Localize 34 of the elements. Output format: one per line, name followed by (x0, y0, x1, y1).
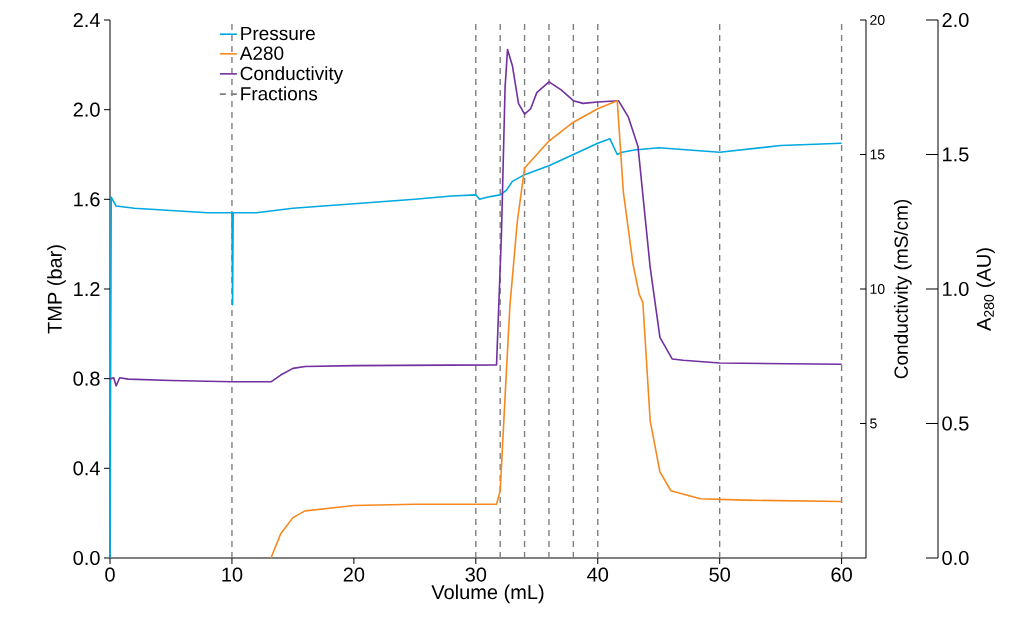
y3-tick-label: 0.0 (942, 550, 969, 566)
y-axis-title: TMP (bar) (47, 245, 66, 334)
y2-tick-label: 10 (870, 284, 885, 294)
x-tick-label: 60 (831, 567, 852, 582)
x-tick-label: 50 (709, 567, 731, 582)
y-tick-label: 2.4 (73, 13, 100, 27)
legend-label: Pressure (241, 26, 315, 41)
y2-axis-title: Conductivity (mS/cm) (893, 199, 912, 379)
y-tick-label: 2.0 (73, 102, 100, 117)
y3-tick-label: 0.5 (942, 416, 969, 431)
x-tick-label: 40 (587, 567, 609, 582)
y-tick-label: 0.0 (73, 550, 100, 566)
y3-tick-label: 1.0 (943, 281, 969, 297)
y2-tick-label: 20 (870, 15, 885, 25)
x-tick-label: 10 (222, 567, 243, 582)
x-tick-label: 20 (343, 567, 365, 582)
y3-axis-title: A$_{280}$ (AU) (976, 248, 995, 331)
line-series (109, 48, 843, 387)
y2-tick-label: 5 (870, 418, 877, 429)
y-tick-label: 1.6 (74, 192, 100, 207)
legend-label: Conductivity (240, 66, 344, 84)
y-tick-label: 0.4 (73, 461, 100, 476)
ref-line-label: Fractions (241, 86, 318, 101)
x-tick-label: 30 (465, 567, 487, 582)
y3-tick-label: 2.0 (942, 12, 969, 28)
legend-label: A280 (239, 46, 284, 60)
y-tick-label: 0.8 (73, 371, 100, 386)
y-tick-label: 1.2 (74, 282, 100, 296)
x-tick-label: 0 (105, 567, 115, 582)
line-series (270, 99, 843, 559)
x-axis-title: Volume (mL) (431, 584, 544, 604)
line-series (109, 138, 843, 559)
y2-tick-label: 15 (870, 149, 885, 160)
y3-tick-label: 1.5 (943, 147, 969, 162)
